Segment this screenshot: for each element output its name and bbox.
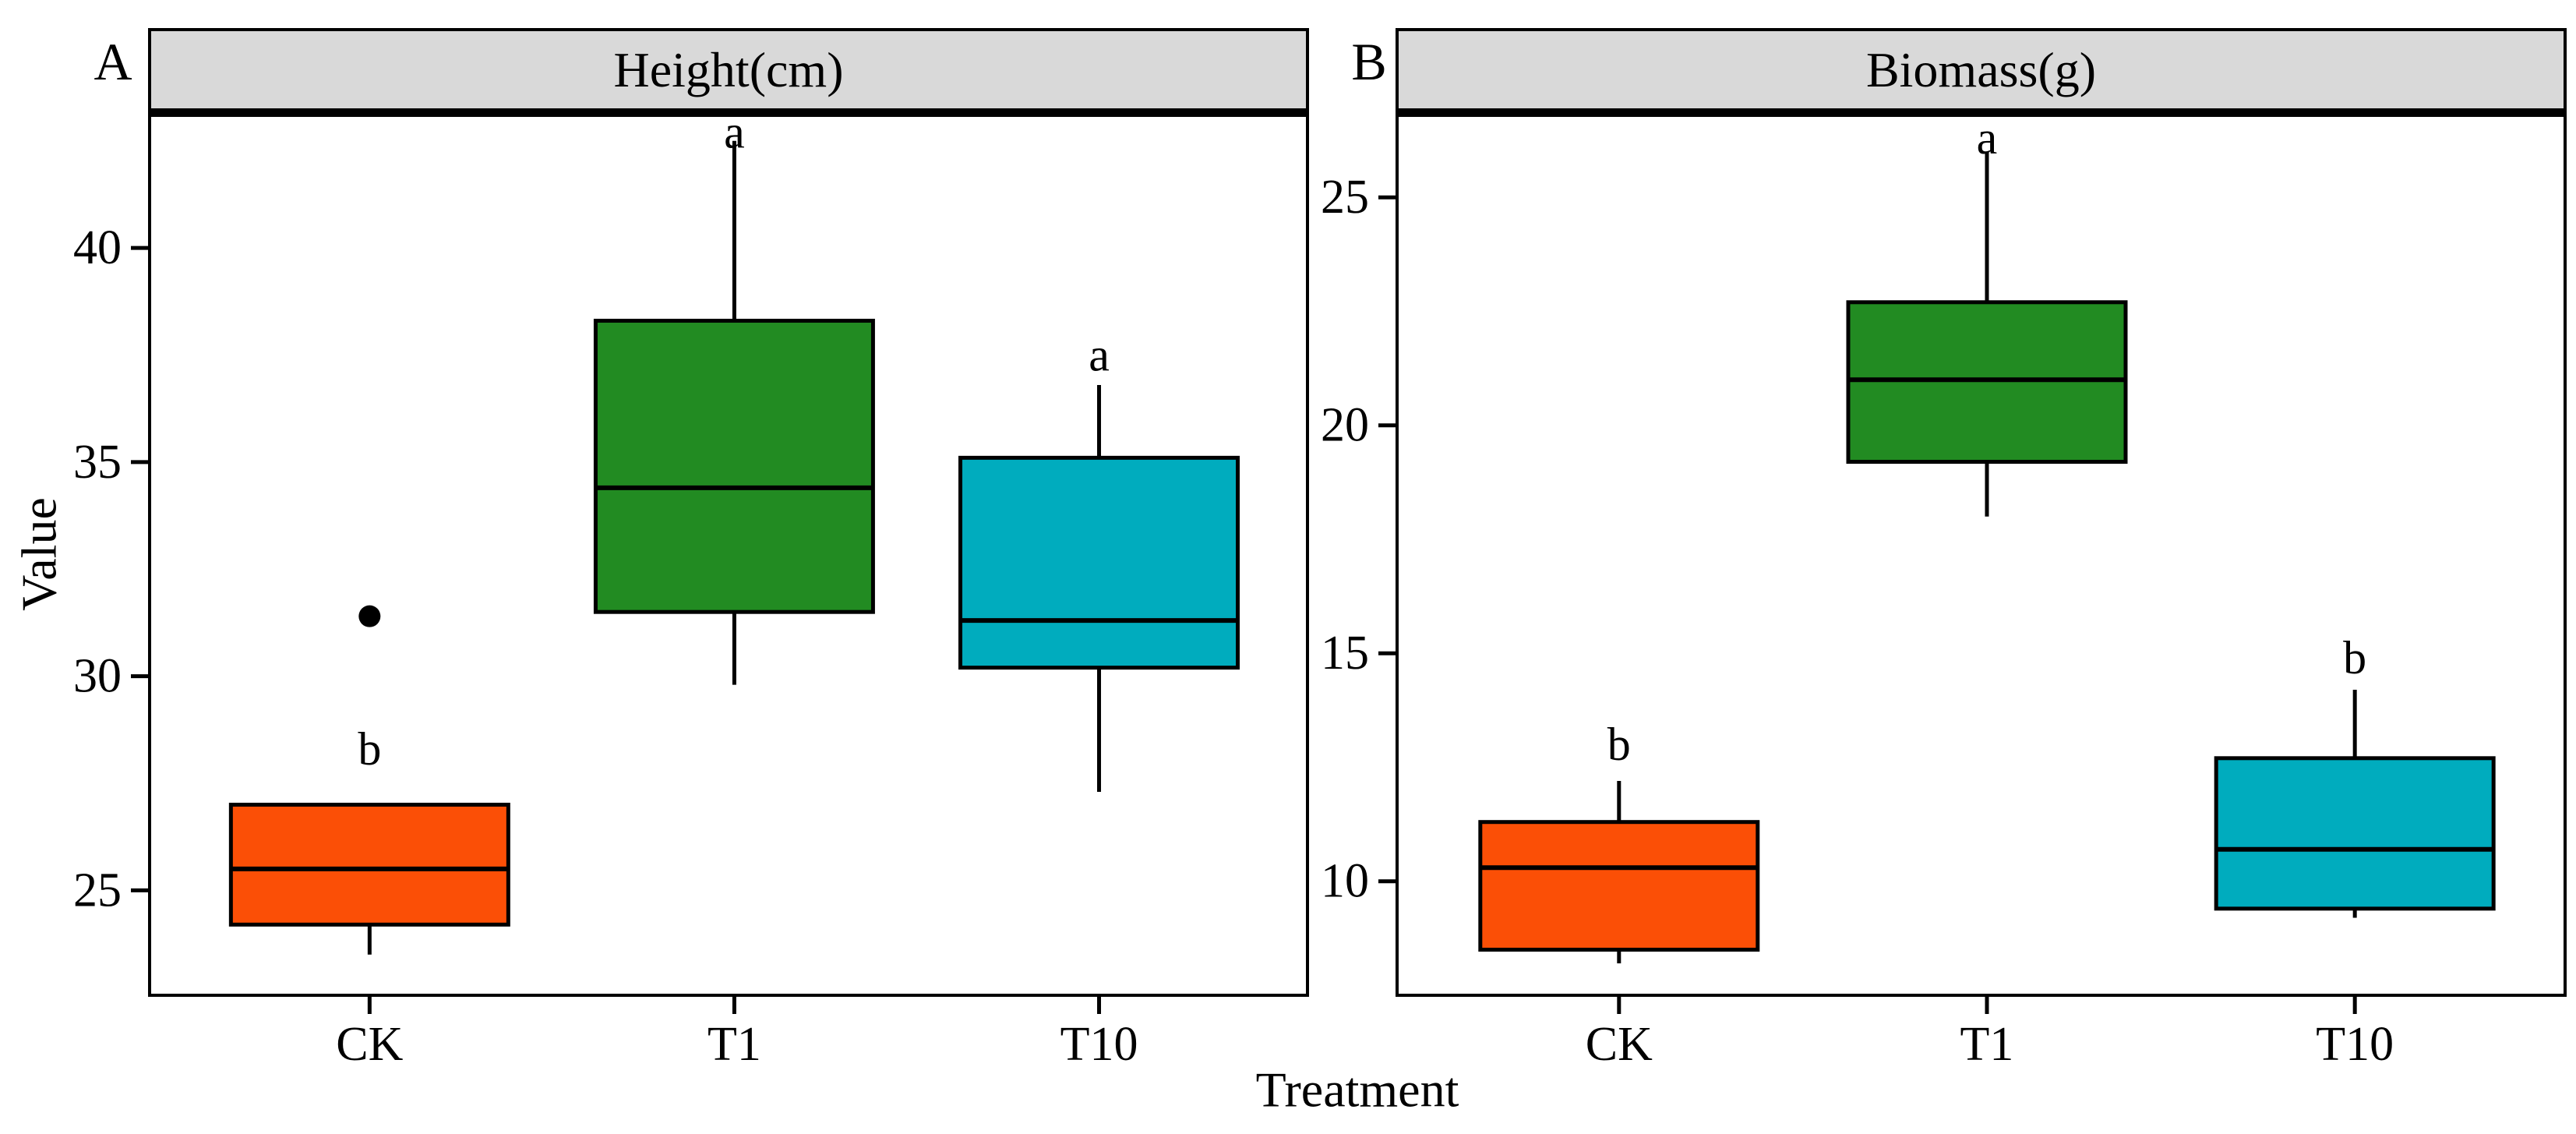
sig-letter-A-T10: a: [1089, 329, 1110, 380]
panel-letter-B: B: [1351, 32, 1386, 91]
strip-title-A: Height(cm): [614, 42, 844, 97]
y-tick-label-A: 30: [73, 650, 122, 703]
y-tick-label-A: 35: [73, 436, 122, 489]
x-category-label-B-CK: CK: [1586, 1018, 1653, 1071]
strip-title-B: Biomass(g): [1866, 42, 2096, 97]
y-tick-label-B: 25: [1321, 171, 1369, 224]
box-A-T10: [958, 455, 1240, 670]
sig-letter-B-T1: a: [1977, 112, 1998, 164]
x-category-label-B-T1: T1: [1960, 1018, 2014, 1071]
box-B-CK: [1478, 820, 1760, 952]
x-category-label-A-T1: T1: [708, 1018, 761, 1071]
panel-letter-A: A: [94, 32, 132, 91]
y-axis-title: Value: [12, 497, 67, 611]
y-tick-label-B: 15: [1321, 627, 1369, 680]
y-tick-label-B: 10: [1321, 855, 1369, 908]
sig-letter-B-CK: b: [1607, 719, 1631, 770]
box-A-CK: [228, 802, 510, 927]
y-tick-label-A: 40: [73, 221, 122, 274]
facet-strip-A: [148, 28, 1309, 111]
box-A-T1: [593, 319, 875, 614]
y-tick-label-A: 25: [73, 864, 122, 917]
box-B-T10: [2214, 756, 2496, 911]
sig-letter-A-T1: a: [724, 107, 745, 158]
sig-letter-B-T10: b: [2343, 632, 2366, 684]
y-tick-label-B: 20: [1321, 399, 1369, 452]
x-category-label-A-CK: CK: [336, 1018, 403, 1071]
outlier-point-A-CK: [358, 605, 381, 627]
facet-strip-B: [1396, 28, 2567, 111]
x-axis-title: Treatment: [1256, 1062, 1459, 1118]
sig-letter-A-CK: b: [358, 723, 381, 775]
x-category-label-A-T10: T10: [1060, 1018, 1138, 1071]
x-category-label-B-T10: T10: [2316, 1018, 2394, 1071]
